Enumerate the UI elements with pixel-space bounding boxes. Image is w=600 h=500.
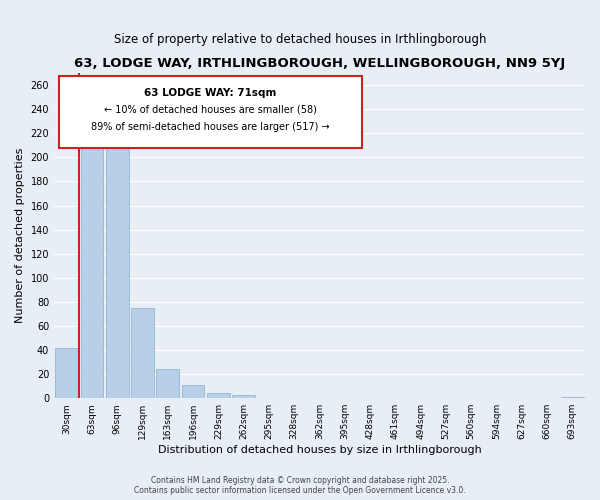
Bar xyxy=(131,308,154,398)
Title: 63, LODGE WAY, IRTHLINGBOROUGH, WELLINGBOROUGH, NN9 5YJ: 63, LODGE WAY, IRTHLINGBOROUGH, WELLINGB… xyxy=(74,58,565,70)
Bar xyxy=(55,348,78,398)
Bar xyxy=(157,370,179,398)
Y-axis label: Number of detached properties: Number of detached properties xyxy=(15,148,25,324)
Text: 63 LODGE WAY: 71sqm: 63 LODGE WAY: 71sqm xyxy=(145,88,277,98)
Bar xyxy=(106,142,128,398)
X-axis label: Distribution of detached houses by size in Irthlingborough: Distribution of detached houses by size … xyxy=(158,445,481,455)
Bar xyxy=(207,394,230,398)
Bar xyxy=(561,397,584,398)
Bar xyxy=(232,394,255,398)
Text: ← 10% of detached houses are smaller (58): ← 10% of detached houses are smaller (58… xyxy=(104,105,317,115)
Text: Contains HM Land Registry data © Crown copyright and database right 2025.
Contai: Contains HM Land Registry data © Crown c… xyxy=(134,476,466,495)
FancyBboxPatch shape xyxy=(59,76,362,148)
Bar xyxy=(182,385,205,398)
Text: Size of property relative to detached houses in Irthlingborough: Size of property relative to detached ho… xyxy=(114,32,486,46)
Bar xyxy=(80,136,103,398)
Text: 89% of semi-detached houses are larger (517) →: 89% of semi-detached houses are larger (… xyxy=(91,122,330,132)
